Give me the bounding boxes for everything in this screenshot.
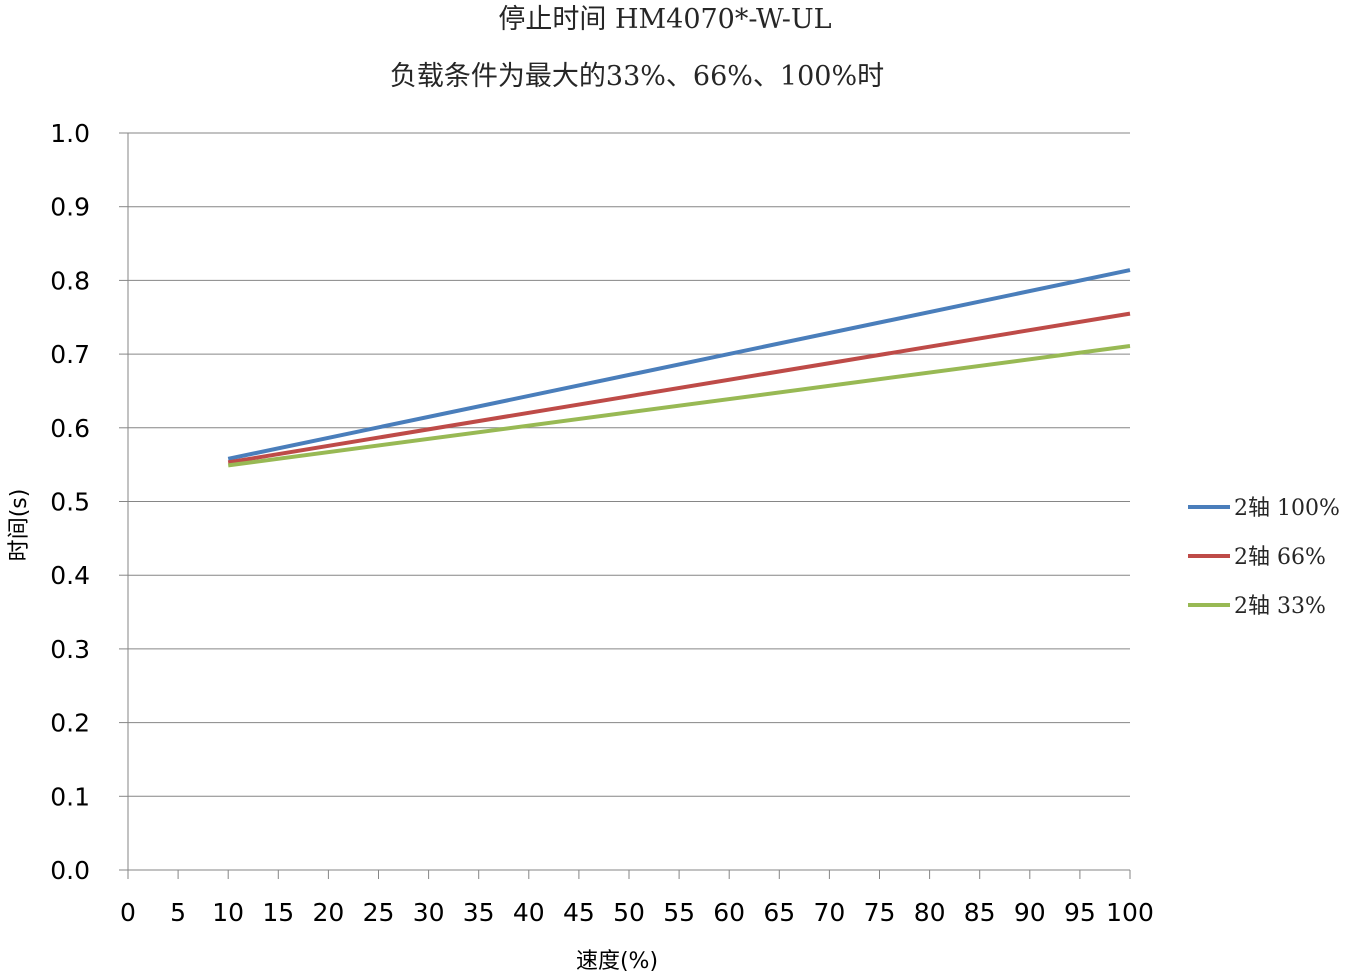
y-tick-label: 0.1 [50,782,90,811]
chart-subtitle: 负载条件为最大的33%、66%、100%时 [390,61,884,92]
x-tick-label: 100 [1106,898,1154,927]
series-line [227,311,1131,465]
x-axis-label: 速度(%) [576,949,658,974]
x-tick-label: 60 [713,898,745,927]
series-line [227,344,1131,468]
x-tick-label: 55 [663,898,695,927]
x-tick-label: 50 [613,898,645,927]
x-tick-label: 20 [312,898,344,927]
x-tick-label: 70 [813,898,845,927]
x-tick-label: 75 [864,898,896,927]
series-lines [227,268,1131,468]
legend-label: 2轴 33% [1234,594,1326,619]
legend-label: 2轴 66% [1234,545,1326,570]
y-tick-labels: 0.0 0.1 0.2 0.3 0.4 0.5 0.6 0.7 0.8 0.9 1.0 [50,119,90,885]
x-tick-label: 95 [1064,898,1096,927]
x-tick-label: 0 [120,898,136,927]
x-tick-label: 90 [1014,898,1046,927]
series-line [227,268,1131,461]
y-tick-label: 0.8 [50,266,90,295]
x-tick-label: 5 [170,898,186,927]
y-tick-label: 0.9 [50,193,90,222]
y-tick-label: 0.3 [50,635,90,664]
y-axis-label: 时间(s) [7,489,32,562]
y-tick-label: 1.0 [50,119,90,148]
x-tick-label: 10 [212,898,244,927]
x-tick-label: 40 [513,898,545,927]
x-tick-label: 35 [463,898,495,927]
axes [119,132,1131,879]
y-tick-label: 0.0 [50,856,90,885]
y-tick-label: 0.2 [50,709,90,738]
x-tick-label: 30 [413,898,445,927]
y-tick-label: 0.5 [50,488,90,517]
x-tick-label: 85 [964,898,996,927]
y-tick-label: 0.7 [50,340,90,369]
x-tick-label: 15 [262,898,294,927]
chart-title: 停止时间 HM4070*-W-UL [498,4,831,35]
x-tick-labels: 0 5 10 15 20 25 30 35 40 45 50 55 60 65 70 75 80 85 90 95 10… [120,898,1154,927]
legend: 2轴 100% 2轴 66% 2轴 33% [1188,496,1340,619]
x-tick-label: 65 [763,898,795,927]
y-tick-label: 0.4 [50,561,90,590]
legend-label: 2轴 100% [1234,496,1340,521]
x-tick-label: 25 [363,898,395,927]
y-tick-label: 0.6 [50,414,90,443]
x-tick-label: 80 [914,898,946,927]
gridlines [128,132,1130,797]
x-tick-label: 45 [563,898,595,927]
